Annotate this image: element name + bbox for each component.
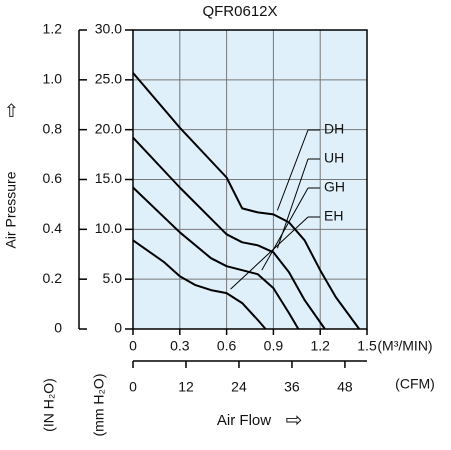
curve bbox=[132, 186, 300, 330]
leader-line bbox=[276, 129, 309, 211]
curve bbox=[132, 239, 267, 330]
y2-tick-label: 1.0 bbox=[43, 71, 63, 87]
y2-unit: (IN H₂O) bbox=[41, 378, 57, 432]
x-unit: (M³/MIN) bbox=[377, 338, 432, 354]
y-tick-label: 20.0 bbox=[95, 120, 122, 136]
y-tick-label: 25.0 bbox=[95, 71, 122, 87]
x2-unit: (CFM) bbox=[395, 376, 435, 392]
legend-label: UH bbox=[324, 150, 344, 166]
y-tick-label: 5.0 bbox=[103, 270, 123, 286]
y2-tick-label: 1.2 bbox=[43, 21, 63, 37]
legend-label: DH bbox=[324, 121, 344, 137]
legend-label: EH bbox=[324, 208, 343, 224]
chart-title: QFR0612X bbox=[202, 3, 277, 20]
y-tick-label: 10.0 bbox=[95, 220, 122, 236]
x-tick-label: 1.2 bbox=[310, 338, 330, 354]
x-tick-label: 0.3 bbox=[170, 338, 190, 354]
x-tick-label: 0 bbox=[129, 338, 137, 354]
y2-tick-label: 0.6 bbox=[43, 170, 63, 186]
x-tick-label: 0.6 bbox=[217, 338, 237, 354]
x2-tick-label: 12 bbox=[178, 379, 194, 395]
x-tick-label: 1.5 bbox=[357, 338, 377, 354]
legend-label: GH bbox=[324, 179, 345, 195]
y-tick-label: 0 bbox=[114, 320, 122, 336]
y2-tick-label: 0 bbox=[54, 320, 62, 336]
y2-tick-label: 0.8 bbox=[43, 120, 63, 136]
x-axis-title: Air Flow bbox=[217, 412, 271, 429]
y2-tick-label: 0.2 bbox=[43, 270, 63, 286]
y-tick-label: 15.0 bbox=[95, 170, 122, 186]
curve bbox=[132, 136, 326, 330]
x2-tick-label: 48 bbox=[337, 379, 353, 395]
y-unit: (mm H₂O) bbox=[91, 374, 107, 437]
arrow: ⇨ bbox=[286, 409, 303, 431]
leader-line bbox=[230, 216, 309, 290]
y2-tick-label: 0.4 bbox=[43, 220, 63, 236]
curve bbox=[132, 72, 361, 330]
y-tick-label: 30.0 bbox=[95, 21, 122, 37]
x2-tick-label: 24 bbox=[231, 379, 247, 395]
arrow: ⇨ bbox=[1, 102, 21, 117]
plot-border bbox=[132, 29, 368, 330]
x-tick-label: 0.9 bbox=[264, 338, 284, 354]
y-axis-title: Air Pressure bbox=[3, 171, 19, 248]
x2-tick-label: 0 bbox=[129, 379, 137, 395]
leader-line bbox=[261, 187, 309, 271]
x2-tick-label: 36 bbox=[284, 379, 300, 395]
